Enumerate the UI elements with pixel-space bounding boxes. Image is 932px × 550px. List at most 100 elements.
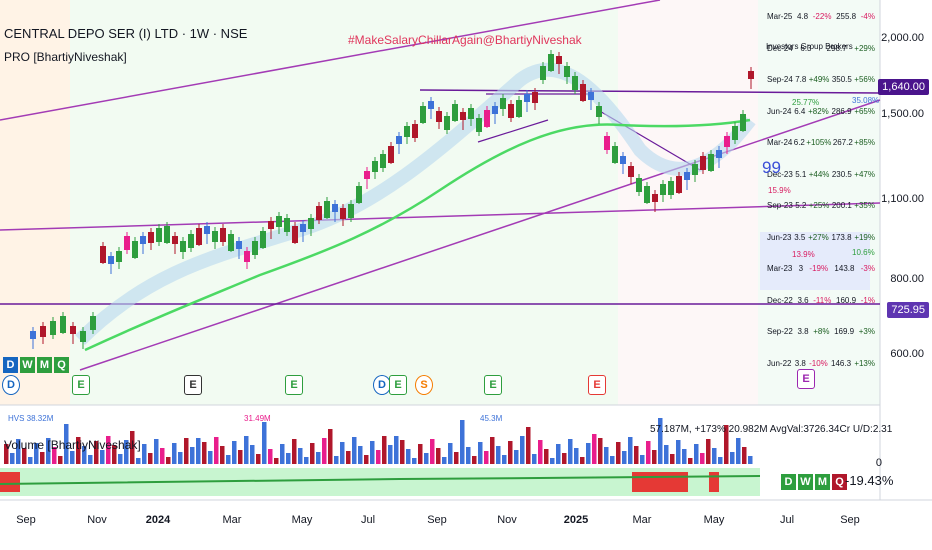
candle-body [476, 118, 482, 132]
event-marker-e[interactable]: E [588, 375, 606, 395]
table-overlay-text: 13.9% [792, 250, 815, 259]
candle-body [740, 114, 746, 131]
candle-body [332, 204, 338, 212]
event-marker-e[interactable]: E [797, 369, 815, 389]
fundamentals-cell-eps: 5.1 [795, 169, 807, 179]
volume-bar [598, 438, 603, 464]
volume-bar [742, 447, 747, 464]
tf-badge-q[interactable]: Q [54, 357, 69, 373]
fundamentals-cell-sales: 298.7 [826, 43, 847, 53]
tf-badge-m[interactable]: M [37, 357, 52, 373]
vol-tf-badge-m[interactable]: M [815, 474, 830, 490]
fundamentals-cell-q: Dec-23 [767, 169, 793, 179]
volume-bar [430, 439, 435, 464]
volume-bar [160, 448, 165, 464]
volume-bar [394, 436, 399, 464]
event-marker-e[interactable]: E [484, 375, 502, 395]
volume-bar [196, 438, 201, 464]
candle-body [260, 231, 266, 248]
fundamentals-cell-sales: 143.8 [834, 264, 855, 273]
volume-bar [166, 457, 171, 464]
event-marker-s[interactable]: S [415, 375, 433, 395]
volume-tf-badges: D W M Q [781, 474, 847, 490]
table-overlay-text: 15.9% [768, 186, 791, 195]
indicator-title[interactable]: PRO [BhartiyNiveshak] [4, 50, 127, 64]
volume-bar [340, 442, 345, 464]
time-axis-label: Jul [360, 514, 376, 526]
volume-bar [574, 448, 579, 464]
table-overlay-text: 25.77% [792, 98, 820, 107]
table-overlay-text: 10.6% [852, 248, 875, 257]
time-axis-label: Jul [779, 514, 795, 526]
volume-bar [130, 431, 135, 464]
fundamentals-cell-sales: 200.1 [831, 201, 852, 210]
volume-bar [256, 454, 261, 464]
candle-body [100, 246, 106, 263]
volume-bar [178, 452, 183, 464]
time-axis-label: Mar [222, 514, 242, 526]
volume-bar [286, 453, 291, 464]
fundamentals-cell-q: Jun-23 [767, 232, 792, 242]
volume-bar [64, 424, 69, 464]
fundamentals-cell-sales: 173.8 [831, 232, 852, 242]
time-axis-label: Sep [16, 514, 36, 526]
fundamentals-cell-eps_chg: +49% [808, 75, 830, 84]
event-marker-d[interactable]: D [2, 375, 20, 395]
fundamentals-cell-sales: 230.5 [831, 169, 852, 179]
candle-body [172, 236, 178, 244]
volume-bar [514, 450, 519, 464]
volume-bar [550, 458, 555, 464]
fundamentals-cell-sales: 350.5 [831, 75, 852, 84]
candle-body [692, 164, 698, 175]
watermark-text: #MakeSalaryChillarAgain@BhartiyNiveshak [348, 33, 582, 47]
volume-bar [442, 457, 447, 464]
candle-body [508, 104, 514, 118]
vol-tf-badge-w[interactable]: W [798, 474, 813, 490]
candle-body [396, 136, 402, 144]
fundamentals-cell-eps_chg: -19% [809, 264, 829, 273]
candle-body [340, 208, 346, 219]
volume-bars [4, 418, 753, 464]
price-axis-label: 800.00 [890, 273, 924, 285]
candle-body [156, 228, 162, 242]
vol-tf-badge-d[interactable]: D [781, 474, 796, 490]
event-marker-e[interactable]: E [389, 375, 407, 395]
volume-bar [280, 444, 285, 464]
volume-bar [124, 440, 129, 464]
volume-bar [346, 451, 351, 464]
volume-axis-zero: 0 [875, 457, 882, 469]
volume-bar [658, 418, 663, 464]
volume-bar [688, 458, 693, 464]
volume-bar [538, 440, 543, 464]
tf-badge-d[interactable]: D [3, 357, 18, 373]
vol-tf-badge-q[interactable]: Q [832, 474, 847, 490]
volume-bar [172, 443, 177, 464]
candle-body [148, 232, 154, 243]
event-marker-e[interactable]: E [184, 375, 202, 395]
volume-bar [202, 442, 207, 464]
candle-body [644, 186, 650, 203]
candle-body [116, 251, 122, 262]
candle-body [580, 84, 586, 101]
candle-body [596, 106, 602, 117]
fundamentals-cell-eps_chg: -10% [809, 358, 828, 368]
candle-body [30, 331, 36, 339]
candle-body [180, 241, 186, 252]
volume-bar [670, 454, 675, 464]
candle-body [492, 106, 498, 114]
volume-bar [622, 451, 627, 464]
volume-bar [4, 444, 9, 464]
fundamentals-cell-eps: 3.8 [797, 327, 809, 336]
fundamentals-cell-eps: 3.8 [794, 358, 806, 368]
fundamentals-cell-q: Dec-24 [767, 43, 793, 53]
symbol-title[interactable]: CENTRAL DEPO SER (I) LTD · 1W · NSE [4, 26, 248, 41]
volume-bar [364, 455, 369, 464]
tf-badge-w[interactable]: W [20, 357, 35, 373]
event-marker-e[interactable]: E [285, 375, 303, 395]
candle-body [204, 226, 210, 234]
candle-body [652, 194, 658, 202]
fundamentals-cell-eps: 6.4 [794, 106, 806, 116]
volume-title[interactable]: Volume [BhartiyNiveshak] [4, 438, 141, 452]
event-marker-e[interactable]: E [72, 375, 90, 395]
